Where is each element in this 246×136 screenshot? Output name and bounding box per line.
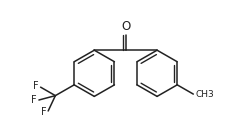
Text: F: F bbox=[33, 81, 38, 91]
Text: O: O bbox=[122, 20, 131, 33]
Text: F: F bbox=[41, 107, 46, 117]
Text: F: F bbox=[31, 95, 37, 105]
Text: CH3: CH3 bbox=[196, 90, 215, 99]
